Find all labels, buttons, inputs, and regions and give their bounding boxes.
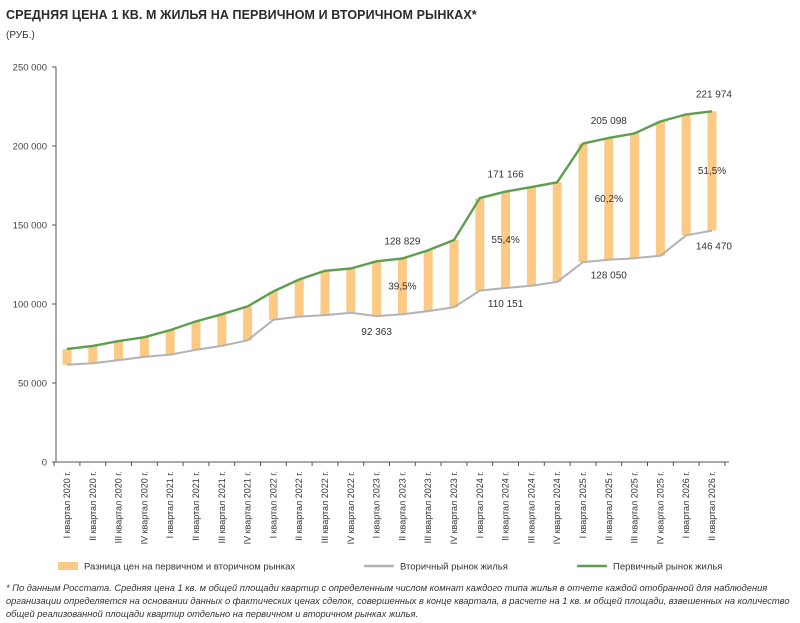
difference-bars	[62, 111, 717, 365]
x-tick-label: III квартал 2022 г.	[320, 471, 330, 543]
axes: 0 50 000 100 000 150 000 200 000 250 000	[13, 63, 729, 469]
legend-label: Вторичный рынок жилья	[400, 562, 508, 573]
x-tick-labels: I квартал 2020 г. II квартал 2020 г. III к…	[62, 471, 717, 544]
difference-bar	[552, 182, 562, 282]
value-label: 146 470	[696, 242, 733, 253]
x-tick-label: I квартал 2022 г.	[268, 471, 278, 538]
difference-bar	[372, 261, 382, 317]
legend-label: Первичный рынок жилья	[613, 562, 722, 573]
value-label: 171 166	[488, 170, 525, 181]
difference-bar	[501, 191, 511, 288]
x-tick-label: I квартал 2021 г.	[165, 471, 175, 538]
x-tick-label: III квартал 2020 г.	[114, 471, 124, 543]
value-label: 205 098	[591, 116, 628, 127]
percent-label: 39,5%	[388, 281, 416, 292]
legend: Разница цен на первичном и вторичном рын…	[58, 562, 722, 573]
x-tick-label: IV квартал 2023 г.	[449, 471, 459, 544]
difference-bar	[655, 121, 665, 256]
y-tick-label: 50 000	[18, 379, 47, 390]
percent-label: 60,2%	[595, 194, 623, 205]
data-labels: 128 829 171 166 205 098 221 974 92 363 110 15…	[361, 89, 732, 338]
difference-bar	[165, 330, 175, 355]
y-tick-label: 100 000	[13, 300, 47, 311]
legend-bar-swatch	[58, 562, 78, 570]
x-tick-label: II квартал 2025 г.	[604, 471, 614, 541]
y-tick-label: 150 000	[13, 221, 47, 232]
x-tick-label: III квартал 2023 г.	[423, 471, 433, 543]
difference-bar	[707, 111, 717, 231]
difference-bar	[449, 240, 459, 308]
difference-bar	[217, 314, 227, 346]
x-tick-label: I квартал 2026 г.	[681, 471, 691, 538]
difference-bar	[62, 349, 72, 365]
series-lines	[66, 110, 713, 366]
chart-unit-label: (РУБ.)	[6, 30, 35, 41]
x-tick-label: III квартал 2025 г.	[630, 471, 640, 543]
primary-market-line	[66, 110, 713, 351]
x-tick-label: IV квартал 2025 г.	[655, 471, 665, 544]
difference-bar	[191, 321, 201, 350]
x-tick-label: II квартал 2024 г.	[501, 471, 511, 541]
percent-label: 51,5%	[698, 166, 726, 177]
percent-label: 55,4%	[491, 235, 519, 246]
difference-bar	[243, 306, 253, 341]
legend-label: Разница цен на первичном и вторичном рын…	[84, 562, 295, 573]
x-tick-label: III квартал 2024 г.	[526, 471, 536, 543]
difference-bar	[526, 187, 536, 286]
x-tick-label: I квартал 2020 г.	[62, 471, 72, 538]
difference-bar	[320, 270, 330, 316]
footnote: * По данным Росстата. Средняя цена 1 кв.…	[6, 583, 790, 619]
difference-bar	[475, 198, 485, 291]
difference-bar	[397, 258, 407, 315]
chart-title: СРЕДНЯЯ ЦЕНА 1 КВ. М ЖИЛЬЯ НА ПЕРВИЧНОМ …	[6, 8, 477, 22]
y-tick-label: 200 000	[13, 142, 47, 153]
x-tick-label: IV квартал 2021 г.	[243, 471, 253, 544]
value-label: 128 829	[384, 236, 421, 247]
difference-bar	[88, 345, 98, 364]
value-label: 221 974	[696, 89, 733, 100]
x-tick-label: I квартал 2025 г.	[578, 471, 588, 538]
difference-bar	[604, 137, 614, 260]
x-tick-label: IV квартал 2024 г.	[552, 471, 562, 544]
secondary-market-line	[66, 229, 713, 366]
x-tick-label: II квартал 2023 г.	[397, 471, 407, 541]
difference-bar	[681, 114, 691, 236]
x-tick-label: II квартал 2021 г.	[191, 471, 201, 541]
x-tick-label: III квартал 2021 г.	[217, 471, 227, 543]
x-tick-label: I квартал 2024 г.	[475, 471, 485, 538]
difference-bar	[578, 143, 588, 263]
x-tick-label: II квартал 2020 г.	[88, 471, 98, 541]
x-tick-label: II квартал 2026 г.	[707, 471, 717, 541]
x-tick-label: IV квартал 2020 г.	[139, 471, 149, 544]
difference-bar	[268, 291, 278, 320]
difference-bar	[630, 133, 640, 259]
x-tick-label: II квартал 2022 г.	[294, 471, 304, 541]
difference-bar	[114, 341, 124, 361]
difference-bar	[139, 337, 149, 357]
x-tick-label: IV квартал 2022 г.	[346, 471, 356, 544]
difference-bar	[346, 268, 356, 313]
difference-bar	[294, 279, 304, 317]
y-tick-label: 250 000	[13, 63, 47, 74]
value-label: 92 363	[361, 327, 392, 338]
x-tick-label: I квартал 2023 г.	[372, 471, 382, 538]
y-tick-label: 0	[42, 458, 47, 469]
price-chart: 0 50 000 100 000 150 000 200 000 250 000 128 …	[13, 63, 733, 573]
difference-bar	[423, 250, 433, 312]
value-label: 128 050	[591, 271, 628, 282]
value-label: 110 151	[488, 299, 524, 310]
